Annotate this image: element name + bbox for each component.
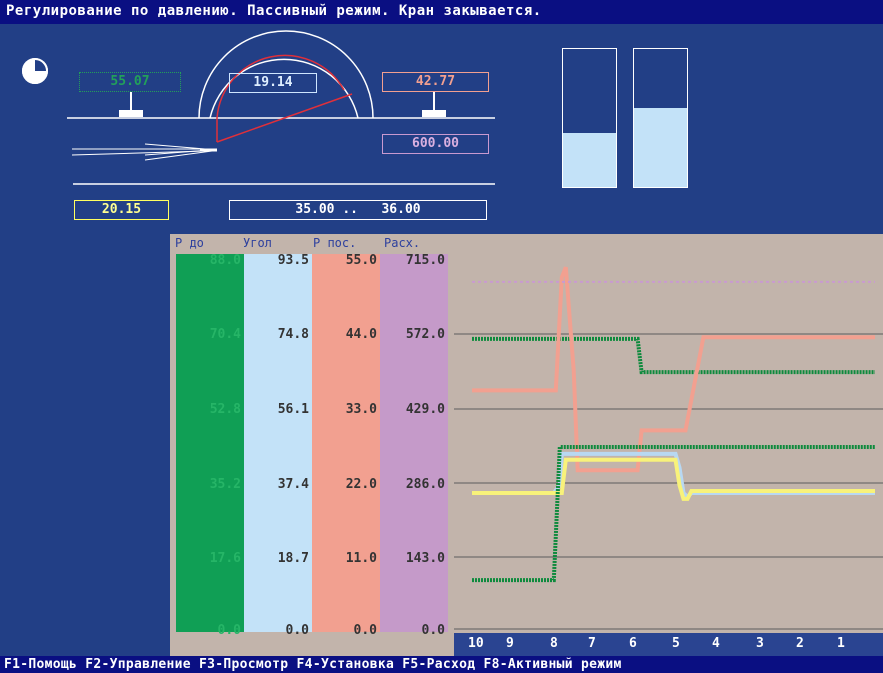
range-high-value: 36.00 bbox=[381, 202, 421, 217]
scale-tick-label: 22.0 bbox=[345, 477, 377, 492]
scale-tick-label: 429.0 bbox=[405, 402, 445, 417]
valve-angle-readout: 19.14 bbox=[229, 73, 317, 93]
series-line-0 bbox=[472, 336, 875, 375]
series-line-4 bbox=[472, 457, 875, 501]
valve-gauge-icon bbox=[198, 30, 374, 143]
main-panel: 55.07 19.14 42.77 600.00 20.15 35.00 .. … bbox=[0, 24, 883, 656]
scale-column-0: 88.0 70.4 52.8 35.2 17.6 0.0 bbox=[176, 253, 244, 638]
level-bar-left-fill bbox=[563, 133, 616, 187]
scale-tick-label: 0.0 bbox=[421, 623, 445, 638]
time-tick-label: 3 bbox=[756, 636, 764, 651]
scale-column-3: 715.0 572.0 429.0 286.0 143.0 0.0 bbox=[380, 253, 448, 638]
scale-tick-label: 11.0 bbox=[345, 551, 377, 566]
time-axis: 10 9 8 7 6 5 4 3 2 1 bbox=[454, 633, 883, 656]
trend-panel: Р до Угол Р пос. Расх. 88.0 70.4 52.8 35.2 1… bbox=[170, 234, 883, 656]
header-flow: Расх. bbox=[384, 236, 421, 250]
scale-column-2: 55.0 44.0 33.0 22.0 11.0 0.0 bbox=[312, 253, 380, 638]
sensor-right-icon bbox=[422, 92, 446, 117]
time-tick-label: 5 bbox=[672, 636, 680, 651]
level-bar-right-fill bbox=[634, 108, 687, 187]
series-line-1 bbox=[472, 266, 875, 473]
range-low-value: 35.00 bbox=[295, 202, 335, 217]
time-tick-label: 9 bbox=[506, 636, 514, 651]
time-tick-label: 10 bbox=[468, 636, 484, 651]
scale-tick-label: 44.0 bbox=[345, 327, 377, 342]
nozzle-icon bbox=[71, 143, 217, 161]
trend-column-headers: Р до Угол Р пос. Расх. bbox=[170, 234, 450, 254]
sensor-left-icon bbox=[119, 92, 143, 117]
time-tick-label: 7 bbox=[588, 636, 596, 651]
time-tick-label: 8 bbox=[550, 636, 558, 651]
scale-tick-label: 715.0 bbox=[405, 253, 445, 268]
scale-tick-label: 17.6 bbox=[209, 551, 241, 566]
clock-icon bbox=[22, 58, 48, 84]
time-tick-label: 4 bbox=[712, 636, 720, 651]
time-tick-label: 6 bbox=[629, 636, 637, 651]
scale-column-1: 93.5 74.8 56.1 37.4 18.7 0.0 bbox=[244, 253, 312, 638]
p-after-readout: 42.77 bbox=[382, 72, 489, 92]
range-separator: .. bbox=[342, 202, 358, 217]
scale-tick-label: 0.0 bbox=[217, 623, 241, 638]
scale-tick-label: 55.0 bbox=[345, 253, 377, 268]
scale-tick-label: 0.0 bbox=[285, 623, 309, 638]
flow-readout: 600.00 bbox=[382, 134, 489, 154]
scale-tick-label: 52.8 bbox=[209, 402, 241, 417]
time-tick-label: 2 bbox=[796, 636, 804, 651]
scale-tick-label: 88.0 bbox=[209, 253, 241, 268]
scale-tick-label: 18.7 bbox=[277, 551, 309, 566]
p-before-readout: 55.07 bbox=[79, 72, 181, 92]
function-key-bar[interactable]: F1-Помощь F2-Управление F3-Просмотр F4-У… bbox=[4, 657, 622, 672]
window-title: Регулирование по давлению. Пассивный реж… bbox=[6, 3, 542, 19]
scale-tick-label: 70.4 bbox=[209, 327, 241, 342]
scale-tick-label: 35.2 bbox=[209, 477, 241, 492]
scale-tick-label: 0.0 bbox=[353, 623, 377, 638]
level-bar-left bbox=[562, 48, 617, 188]
header-p-before: Р до bbox=[175, 236, 204, 250]
scale-tick-label: 286.0 bbox=[405, 477, 445, 492]
setpoint-range-field[interactable]: 35.00 .. 36.00 bbox=[229, 200, 487, 220]
scale-tick-label: 572.0 bbox=[405, 327, 445, 342]
scale-tick-label: 37.4 bbox=[277, 477, 309, 492]
scale-tick-label: 143.0 bbox=[405, 551, 445, 566]
trend-chart bbox=[454, 266, 883, 630]
scale-tick-label: 93.5 bbox=[277, 253, 309, 268]
pressure-setpoint-field[interactable]: 20.15 bbox=[74, 200, 169, 220]
header-p-after: Р пос. bbox=[313, 236, 357, 250]
scale-tick-label: 56.1 bbox=[277, 402, 309, 417]
level-bar-right bbox=[633, 48, 688, 188]
series-line-5 bbox=[472, 445, 875, 583]
scale-tick-label: 74.8 bbox=[277, 327, 309, 342]
time-tick-label: 1 bbox=[837, 636, 845, 651]
scale-tick-label: 33.0 bbox=[345, 402, 377, 417]
header-angle: Угол bbox=[243, 236, 272, 250]
pipe-schematic bbox=[22, 30, 495, 185]
